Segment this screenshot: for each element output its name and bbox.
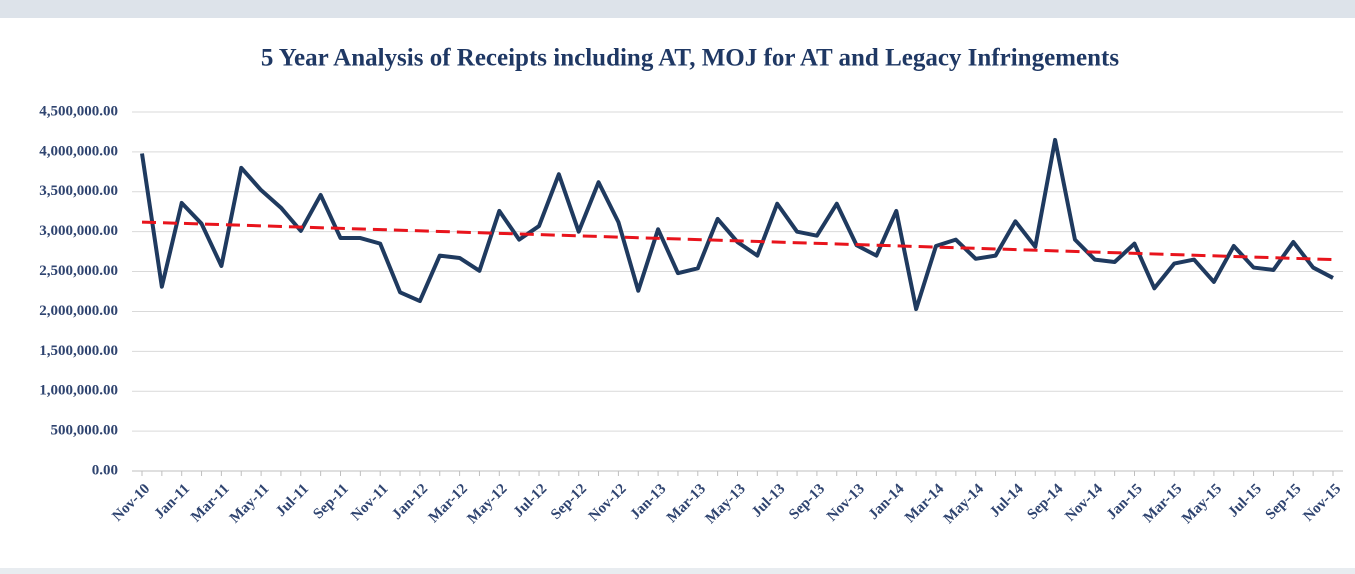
y-tick-label: 500,000.00 — [51, 423, 119, 439]
x-tick-label: Jan-14 — [866, 481, 908, 523]
x-tick-label: Jan-13 — [627, 481, 669, 523]
x-tick-label: Mar-14 — [902, 481, 947, 526]
x-tick-label: May-15 — [1179, 481, 1225, 527]
x-tick-label: Sep-12 — [548, 481, 590, 523]
x-tick-label: Mar-13 — [664, 481, 709, 526]
x-tick-label: May-13 — [703, 481, 749, 527]
x-tick-label: Sep-11 — [310, 481, 351, 522]
chart-title: 5 Year Analysis of Receipts including AT… — [261, 45, 1119, 72]
y-tick-label: 1,500,000.00 — [39, 343, 118, 359]
y-tick-label: 0.00 — [92, 462, 118, 478]
bottom-strip — [0, 568, 1355, 574]
x-tick-label: Nov-15 — [1301, 481, 1345, 525]
y-tick-label: 2,500,000.00 — [39, 263, 118, 279]
y-tick-label: 4,000,000.00 — [39, 143, 118, 159]
x-tick-label: Jan-12 — [389, 481, 431, 523]
x-tick-label: Nov-10 — [110, 481, 154, 525]
x-tick-label: Mar-15 — [1140, 481, 1185, 526]
x-tick-label: Nov-12 — [586, 481, 630, 525]
x-tick-label: May-11 — [227, 481, 272, 526]
y-tick-label: 4,500,000.00 — [39, 103, 118, 119]
y-tick-label: 1,000,000.00 — [39, 383, 118, 399]
x-tick-label: Jan-11 — [152, 481, 193, 522]
x-tick-label: Mar-11 — [188, 481, 233, 526]
x-tick-label: Nov-11 — [348, 481, 391, 524]
y-tick-label: 2,000,000.00 — [39, 303, 118, 319]
x-tick-label: Sep-14 — [1024, 481, 1066, 523]
x-tick-label: Nov-13 — [824, 481, 868, 525]
x-tick-label: May-14 — [941, 481, 987, 527]
x-tick-label: Sep-13 — [786, 481, 828, 523]
x-tick-label: May-12 — [464, 481, 510, 527]
x-tick-label: Jul-14 — [987, 481, 1027, 521]
x-tick-label: Jul-11 — [273, 481, 312, 520]
x-tick-label: Sep-15 — [1263, 481, 1305, 523]
x-tick-label: Jul-15 — [1225, 481, 1265, 521]
trend-line — [141, 220, 1334, 262]
y-tick-label: 3,000,000.00 — [39, 223, 118, 239]
x-tick-label: Jan-15 — [1104, 481, 1146, 523]
y-tick-label: 3,500,000.00 — [39, 183, 118, 199]
x-tick-label: Nov-14 — [1062, 481, 1106, 525]
x-tick-label: Jul-13 — [749, 481, 789, 521]
x-tick-label: Jul-12 — [511, 481, 551, 521]
x-tick-label: Mar-12 — [426, 481, 471, 526]
top-strip — [0, 0, 1355, 18]
data-line — [140, 137, 1334, 312]
